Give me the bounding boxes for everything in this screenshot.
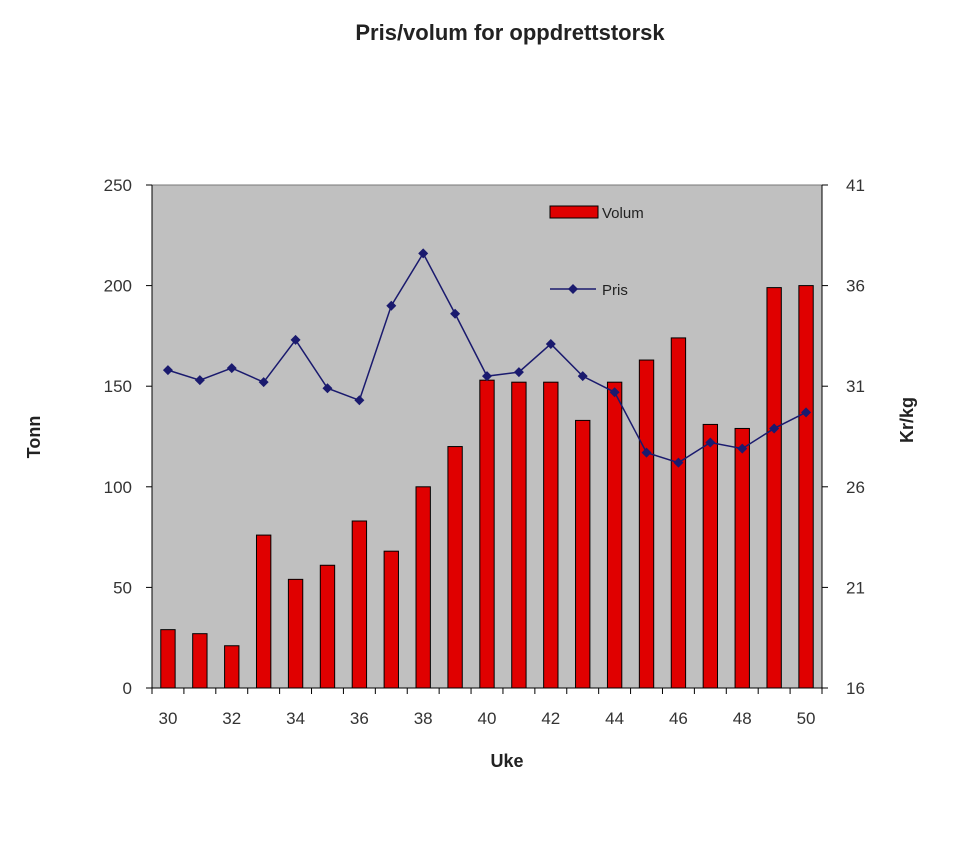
bar-week-42 xyxy=(543,381,559,689)
pris-point-week-47 xyxy=(705,437,716,448)
pris-point-week-43 xyxy=(577,371,588,382)
y2-axis-title: Kr/kg xyxy=(897,397,917,443)
bar-week-43 xyxy=(575,419,591,689)
pris-point-week-45 xyxy=(641,447,652,458)
x-tick-label-32: 32 xyxy=(222,709,241,728)
y2-tick-label-26: 26 xyxy=(846,478,865,497)
bar-week-38 xyxy=(415,486,431,689)
legend-marker-pris xyxy=(568,284,578,294)
pris-point-week-31 xyxy=(194,375,205,386)
x-tick-label-50: 50 xyxy=(797,709,816,728)
legend-label-pris: Pris xyxy=(602,282,628,299)
bar-week-48 xyxy=(734,427,750,689)
pris-point-week-34 xyxy=(290,334,301,345)
pris-point-week-33 xyxy=(258,377,269,388)
bar-week-30 xyxy=(160,629,176,689)
bar-week-39 xyxy=(447,446,463,689)
y2-tick-label-16: 16 xyxy=(846,679,865,698)
y2-tick-label-21: 21 xyxy=(846,578,865,597)
bar-week-37 xyxy=(383,550,399,689)
y2-tick-label-41: 41 xyxy=(846,176,865,195)
pris-point-week-46 xyxy=(673,457,684,468)
bar-week-34 xyxy=(287,578,304,689)
bar-week-41 xyxy=(511,381,527,689)
pris-point-week-37 xyxy=(386,300,397,311)
legend-label-volum: Volum xyxy=(602,205,644,222)
bar-week-33 xyxy=(255,534,272,689)
y-tick-label-250: 250 xyxy=(104,176,132,195)
bar-week-45 xyxy=(638,359,655,689)
x-tick-label-46: 46 xyxy=(669,709,688,728)
legend-swatch-volum xyxy=(549,205,599,219)
x-tick-label-44: 44 xyxy=(605,709,624,728)
x-tick-label-38: 38 xyxy=(414,709,433,728)
bar-week-32 xyxy=(224,645,240,689)
pris-point-week-38 xyxy=(418,248,429,259)
pris-point-week-49 xyxy=(769,423,780,434)
y2-tick-label-36: 36 xyxy=(846,277,865,296)
x-tick-label-42: 42 xyxy=(541,709,560,728)
pris-point-week-42 xyxy=(545,338,556,349)
y-tick-label-150: 150 xyxy=(104,377,132,396)
bar-week-49 xyxy=(766,287,782,689)
bars-layer xyxy=(160,285,814,689)
chart-title: Pris/volum for oppdrettstorsk xyxy=(355,20,665,45)
x-axis-title: Uke xyxy=(490,751,523,771)
pris-point-week-44 xyxy=(609,387,620,398)
pris-point-week-30 xyxy=(162,365,173,376)
line-layer xyxy=(162,248,812,468)
bar-week-47 xyxy=(702,423,719,689)
x-tick-label-36: 36 xyxy=(350,709,369,728)
bar-week-36 xyxy=(351,520,368,689)
bar-week-31 xyxy=(192,633,208,689)
x-tick-label-48: 48 xyxy=(733,709,752,728)
pris-point-week-39 xyxy=(450,308,461,319)
legend: Volum Pris xyxy=(549,205,644,299)
pris-point-week-35 xyxy=(322,383,333,394)
bar-week-40 xyxy=(479,379,495,689)
x-tick-label-40: 40 xyxy=(478,709,497,728)
x-tick-label-34: 34 xyxy=(286,709,305,728)
pris-point-week-32 xyxy=(226,363,237,374)
pris-point-week-41 xyxy=(513,367,524,378)
pris-point-week-40 xyxy=(482,371,492,382)
bar-week-35 xyxy=(319,564,336,689)
pris-point-week-36 xyxy=(354,395,365,406)
bar-week-44 xyxy=(606,381,623,689)
axes-layer: 0 50 100 150 200 250 16 21 26 31 36 41 30 32 34 36 38 40 4… xyxy=(104,176,865,728)
y-tick-label-200: 200 xyxy=(104,277,132,296)
pris-point-week-50 xyxy=(801,407,812,418)
pris-point-week-48 xyxy=(737,443,748,454)
y-tick-label-100: 100 xyxy=(104,478,132,497)
x-tick-label-30: 30 xyxy=(158,709,177,728)
y-tick-label-50: 50 xyxy=(113,578,132,597)
y2-tick-label-31: 31 xyxy=(846,377,865,396)
y-axis-title: Tonn xyxy=(24,416,44,459)
bar-week-50 xyxy=(798,285,814,689)
y-tick-label-0: 0 xyxy=(123,679,132,698)
bar-week-46 xyxy=(670,337,687,689)
